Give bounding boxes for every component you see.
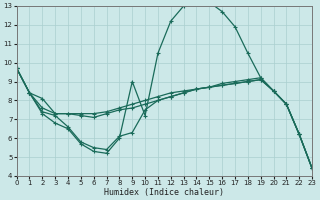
X-axis label: Humidex (Indice chaleur): Humidex (Indice chaleur) — [104, 188, 224, 197]
